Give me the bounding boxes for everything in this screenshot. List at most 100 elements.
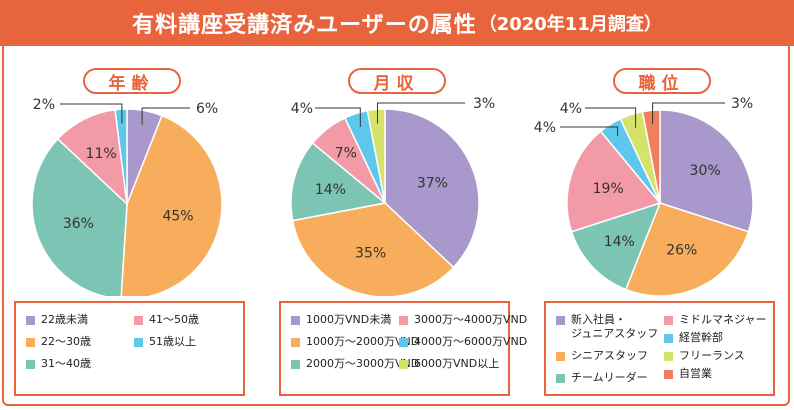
legend-swatch (399, 316, 408, 325)
legend-label: 1000万～2000万VND (306, 335, 420, 348)
data-label: 2% (33, 97, 55, 113)
legend-income: 1000万VND未満 1000万～2000万VND 2000万～3000万VND 30… (279, 301, 527, 396)
legend-swatch (556, 352, 565, 361)
legend-label: 51歳以上 (149, 335, 196, 348)
legend-label: 41～50歳 (149, 313, 199, 326)
legend-swatch (399, 360, 408, 369)
leader-line (585, 107, 637, 128)
legend-swatch (291, 360, 300, 369)
legend-label: 22歳未満 (41, 313, 88, 326)
data-label: 11% (86, 146, 117, 162)
chart-title-position: 職位 (612, 68, 711, 94)
legend-swatch (556, 316, 565, 325)
legend-swatch (26, 338, 35, 347)
legend-swatch (291, 338, 300, 347)
legend-item: チームリーダー (556, 371, 648, 385)
legend-item: 1000万～2000万VND (291, 335, 419, 349)
data-label: 6% (196, 101, 218, 117)
pie-chart-0: 6% 45% 36% 11% 2% (31, 97, 223, 296)
legend-item: シニアスタッフ (556, 349, 648, 363)
legend-position: 新入社員・ ジュニアスタッフシニアスタッフ チームリーダー ミドルマネジャー経営幹部… (544, 301, 775, 396)
data-label: 36% (63, 216, 94, 232)
legend-label: 6000万VND以上 (414, 357, 500, 370)
legend-item: 51歳以上 (134, 335, 196, 349)
panel-age: 6% 45% 36% 11% 2% 年齢 22歳未満 22～30歳 31～40歳 41～50歳… (0, 46, 263, 410)
pie-slice (291, 202, 455, 296)
chart-title-age: 年齢 (82, 68, 181, 94)
page-title: 有料講座受講済みユーザーの属性 (132, 13, 477, 38)
leader-line (315, 107, 361, 127)
data-label: 3% (731, 96, 753, 112)
legend-item: 1000万VND未満 (291, 313, 391, 327)
data-label: 4% (560, 101, 582, 117)
legend-item: 経営幹部 (664, 331, 723, 345)
data-label: 45% (162, 208, 193, 224)
legend-label: 31～40歳 (41, 357, 91, 370)
chart-title-income: 月収 (347, 68, 446, 94)
legend-swatch (664, 352, 673, 361)
pie-slice (624, 202, 750, 296)
legend-label: 新入社員・ ジュニアスタッフ (571, 313, 659, 340)
data-label: 14% (604, 234, 635, 250)
legend-label: チームリーダー (571, 371, 648, 384)
legend-label: フリーランス (679, 349, 745, 362)
pie-slice (566, 130, 662, 233)
legend-swatch (291, 316, 300, 325)
pie-slice (659, 109, 754, 233)
legend-swatch (556, 374, 565, 383)
legend-label: 4000万～6000万VND (414, 335, 528, 348)
leader-line (652, 102, 725, 125)
legend-label: 2000万～3000万VND (306, 357, 420, 370)
data-label: 14% (315, 182, 346, 198)
legend-item: 4000万～6000万VND (399, 335, 527, 349)
pie-slice (384, 108, 480, 269)
legend-item: ミドルマネジャー (664, 313, 766, 327)
data-label: 7% (335, 146, 357, 162)
legend-swatch (399, 338, 408, 347)
legend-item: 2000万～3000万VND (291, 357, 419, 371)
data-label: 4% (291, 101, 313, 117)
legend-swatch (26, 360, 35, 369)
legend-item: フリーランス (664, 349, 745, 363)
leader-line (141, 107, 190, 125)
pie-chart-2: 30% 26% 14% 19% 4%4% 3% (534, 96, 754, 296)
legend-label: 22～30歳 (41, 335, 91, 348)
data-label: 30% (690, 163, 721, 179)
panel-position: 30% 26% 14% 19% 4% 4% 3% 職位 新入社員・ ジュニアスタッフシニアス… (530, 46, 793, 410)
data-label: 4% (534, 120, 556, 136)
legend-swatch (26, 316, 35, 325)
legend-item: 22～30歳 (26, 335, 91, 349)
legend-label: 経営幹部 (679, 331, 723, 344)
leader-line (560, 126, 619, 137)
pie-slice (31, 137, 128, 296)
legend-item: 3000万～4000万VND (399, 313, 527, 327)
legend-item: 31～40歳 (26, 357, 91, 371)
legend-swatch (134, 338, 143, 347)
legend-label: 3000万～4000万VND (414, 313, 528, 326)
legend-swatch (664, 316, 673, 325)
legend-label: 1000万VND未満 (306, 313, 392, 326)
pie-slice (56, 108, 129, 206)
pie-slice (290, 142, 387, 222)
leader-line (377, 102, 465, 124)
pie-slice (114, 108, 128, 205)
panel-income: 37% 35% 14% 7% 4% 3% 月収 1000万VND未満 1000万～2000万… (265, 46, 528, 410)
pie-slice (120, 114, 223, 296)
legend-item: 6000万VND以上 (399, 357, 499, 371)
legend-item: 41～50歳 (134, 313, 199, 327)
data-label: 26% (666, 242, 697, 258)
pie-chart-1: 37% 35% 14% 7% 4% 3% (290, 96, 495, 296)
legend-age: 22歳未満 22～30歳 31～40歳 41～50歳 51歳以上 (14, 301, 245, 396)
leader-line (60, 103, 123, 124)
data-label: 19% (593, 181, 624, 197)
legend-swatch (664, 334, 673, 343)
data-label: 37% (417, 176, 448, 192)
legend-swatch (134, 316, 143, 325)
legend-label: シニアスタッフ (571, 349, 648, 362)
data-label: 3% (473, 96, 495, 112)
pie-slice (366, 108, 386, 204)
legend-label: 自営業 (679, 367, 712, 380)
pie-slice (641, 109, 661, 204)
legend-item: 自営業 (664, 367, 712, 381)
legend-swatch (664, 370, 673, 379)
